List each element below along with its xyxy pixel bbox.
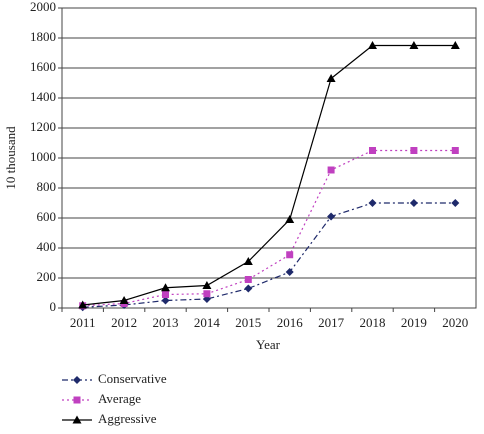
y-tick-label: 1400	[30, 89, 56, 104]
marker	[369, 147, 376, 154]
marker	[410, 147, 418, 154]
marker	[409, 41, 419, 49]
marker	[161, 296, 170, 305]
marker	[368, 199, 377, 207]
x-tick-label: 2012	[111, 315, 137, 330]
marker	[368, 41, 377, 49]
series-line	[82, 44, 456, 306]
y-tick-label: 1800	[30, 29, 56, 44]
legend-label: Average	[98, 391, 141, 406]
marker	[285, 215, 295, 223]
marker	[450, 41, 460, 49]
marker	[244, 284, 253, 293]
marker	[244, 276, 252, 283]
x-tick-label: 2016	[277, 315, 304, 330]
series-line	[82, 202, 456, 308]
marker	[119, 296, 129, 304]
marker	[409, 199, 418, 207]
marker	[203, 290, 211, 298]
y-tick-label: 400	[37, 239, 57, 254]
marker	[285, 268, 294, 276]
x-tick-label: 2013	[153, 315, 179, 330]
y-tick-label: 0	[50, 299, 57, 314]
marker	[327, 166, 335, 174]
y-tick-label: 600	[37, 209, 57, 224]
marker	[243, 257, 253, 265]
y-tick-label: 200	[37, 269, 57, 284]
x-tick-label: 2018	[360, 315, 386, 330]
marker	[161, 283, 170, 292]
legend-label: Conservative	[98, 371, 167, 386]
marker	[451, 199, 460, 207]
marker	[286, 251, 294, 259]
marker	[162, 291, 169, 298]
legend-marker	[73, 396, 81, 404]
legend-label: Aggressive	[98, 411, 157, 426]
marker	[78, 300, 88, 309]
x-axis-label: Year	[256, 337, 281, 352]
y-tick-label: 800	[37, 179, 57, 194]
x-tick-label: 2020	[442, 315, 468, 330]
x-tick-label: 2011	[70, 315, 96, 330]
marker	[326, 74, 336, 82]
marker	[202, 281, 212, 289]
y-axis-label: 10 thousand	[3, 126, 18, 190]
y-tick-label: 1600	[30, 59, 56, 74]
x-tick-label: 2014	[194, 315, 221, 330]
marker	[327, 212, 336, 221]
y-tick-label: 1200	[30, 119, 56, 134]
y-tick-label: 1000	[30, 149, 56, 164]
legend-marker	[73, 376, 81, 384]
series-line	[82, 149, 456, 307]
x-tick-label: 2017	[318, 315, 345, 330]
legend-marker	[72, 415, 82, 424]
x-tick-label: 2019	[401, 315, 427, 330]
x-tick-label: 2015	[235, 315, 261, 330]
marker	[451, 147, 459, 154]
y-tick-label: 2000	[30, 0, 56, 14]
